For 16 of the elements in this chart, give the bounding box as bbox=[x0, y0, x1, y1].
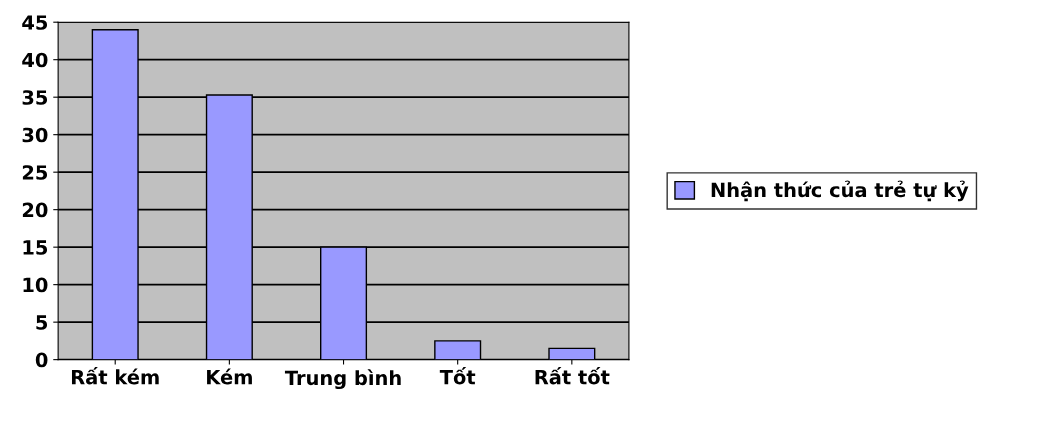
x-tick-label: Tốt bbox=[439, 367, 476, 385]
y-tick-label: 5 bbox=[36, 315, 48, 330]
y-tick-label: 0 bbox=[35, 352, 48, 368]
y-tick-label: 40 bbox=[22, 52, 48, 68]
y-tick-label: 15 bbox=[23, 240, 48, 255]
x-tick-label: Trung bình bbox=[284, 369, 401, 390]
y-tick-label: 30 bbox=[22, 127, 48, 143]
x-tick-label: Rất tốt bbox=[535, 367, 610, 385]
x-tick-label: Kém bbox=[207, 368, 252, 385]
y-tick-label: 25 bbox=[22, 165, 48, 180]
y-tick-label: 20 bbox=[22, 202, 48, 218]
y-tick-label: 45 bbox=[22, 15, 48, 30]
y-tick-label: 35 bbox=[22, 90, 48, 105]
y-tick-label: 10 bbox=[23, 277, 48, 293]
legend-label: Nhận thức của trẻ tự kỷ bbox=[711, 180, 969, 202]
x-tick-label: Rất kém bbox=[71, 367, 159, 385]
